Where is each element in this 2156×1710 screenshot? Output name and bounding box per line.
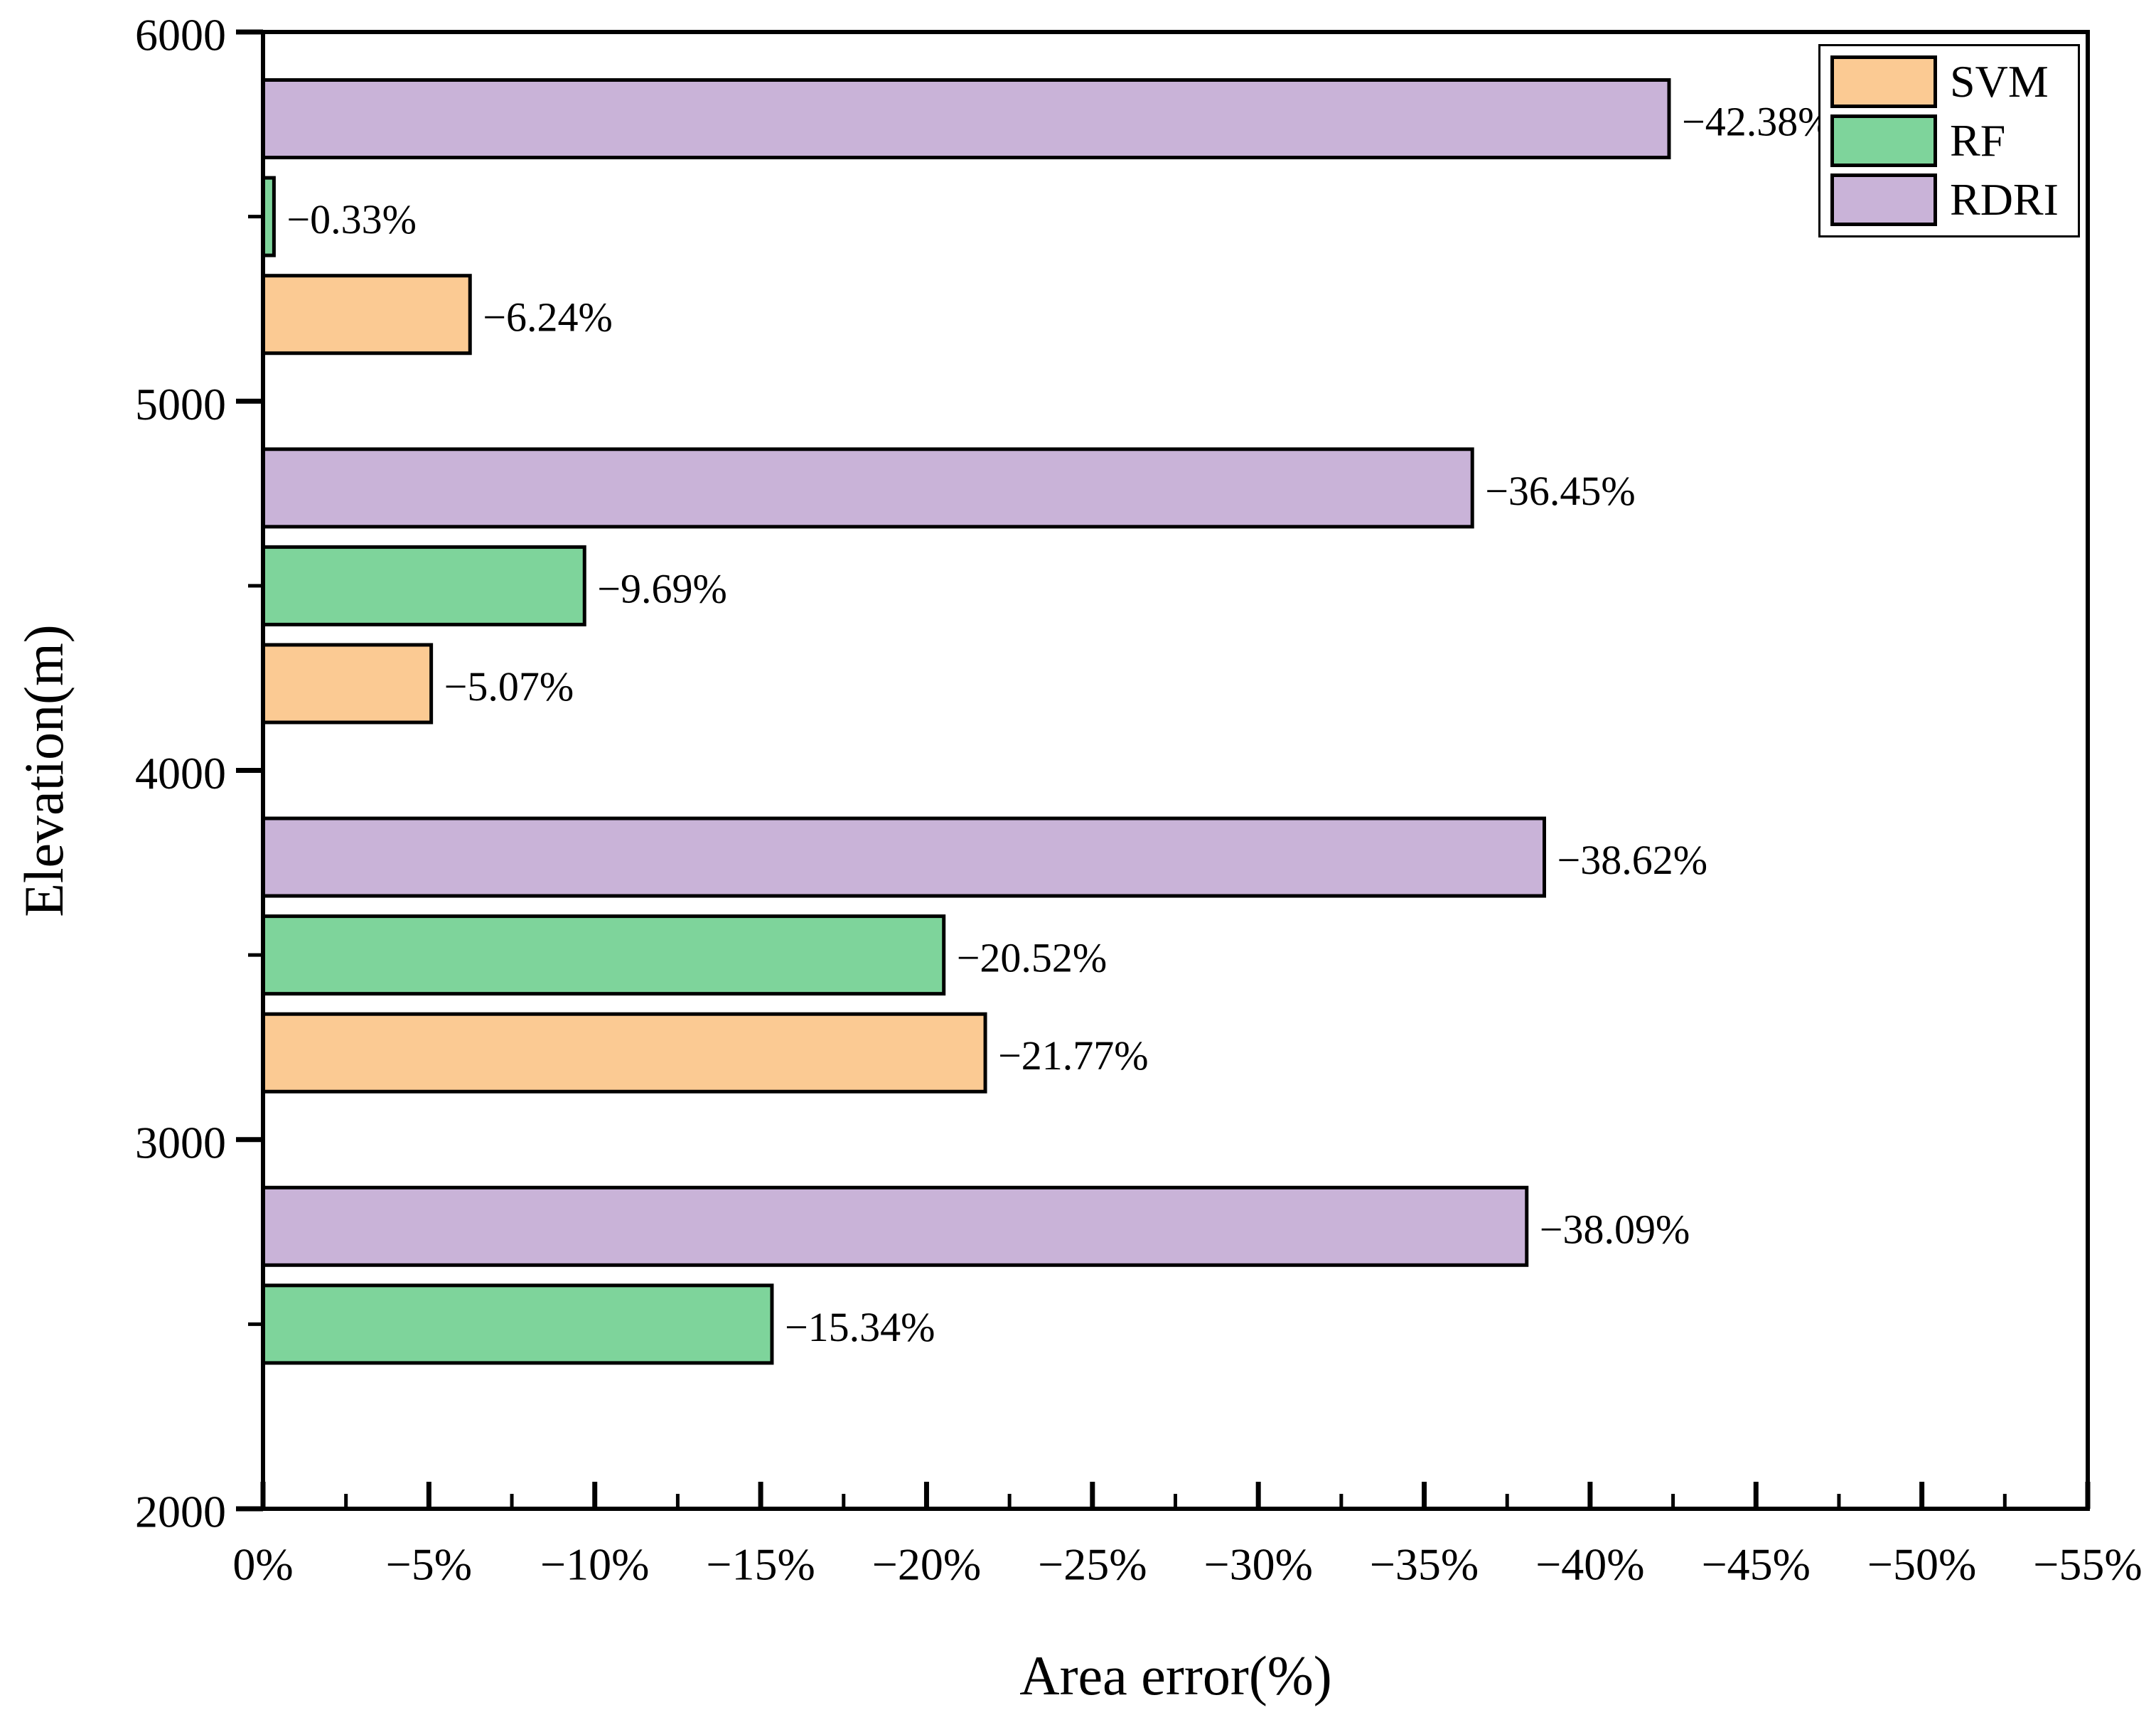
- bar-svm-3500: [261, 1012, 987, 1094]
- legend-label-svm: SVM: [1950, 56, 2049, 107]
- legend-item-svm: SVM: [1830, 53, 2078, 110]
- y-tick-label: 5000: [135, 379, 226, 429]
- bar-rf-3500: [261, 914, 946, 996]
- x-tick-label: 0%: [232, 1539, 293, 1590]
- y-tick-label: 2000: [135, 1487, 226, 1537]
- legend-label-rf: RF: [1950, 115, 2006, 166]
- y-tick-label: 4000: [135, 748, 226, 798]
- bar-value-label: −9.69%: [597, 565, 727, 611]
- bar-value-label: −5.07%: [444, 663, 574, 710]
- legend: SVM RF RDRI: [1818, 44, 2080, 237]
- bar-rdri-2500: [261, 1185, 1529, 1267]
- x-tick-label: −55%: [2033, 1539, 2142, 1590]
- plot-frame: [261, 30, 2090, 1511]
- x-tick-label: −35%: [1370, 1539, 1479, 1590]
- bar-svm-4500: [261, 643, 434, 725]
- bar-value-label: −0.33%: [286, 196, 417, 242]
- x-tick-label: −45%: [1702, 1539, 1811, 1590]
- legend-item-rf: RF: [1830, 112, 2078, 169]
- bar-svm-5500: [261, 274, 472, 356]
- bar-value-label: −36.45%: [1485, 468, 1636, 514]
- bar-value-label: −20.52%: [957, 935, 1108, 981]
- legend-swatch-rdri: [1830, 173, 1937, 226]
- y-axis-title: Elevation(m): [13, 624, 75, 917]
- legend-label-rdri: RDRI: [1950, 174, 2059, 225]
- x-tick-label: −40%: [1535, 1539, 1644, 1590]
- legend-swatch-svm: [1830, 55, 1937, 108]
- legend-swatch-rf: [1830, 114, 1937, 167]
- y-tick-label: 3000: [135, 1117, 226, 1167]
- bar-value-label: −38.09%: [1540, 1206, 1690, 1252]
- bar-value-label: −15.34%: [785, 1304, 935, 1350]
- x-tick-label: −5%: [386, 1539, 472, 1590]
- x-tick-label: −50%: [1867, 1539, 1976, 1590]
- bar-rdri-5500: [261, 78, 1671, 160]
- bar-value-label: −42.38%: [1682, 99, 1833, 145]
- bar-rdri-4500: [261, 447, 1474, 529]
- bar-rdri-3500: [261, 816, 1547, 898]
- x-tick-label: −10%: [540, 1539, 649, 1590]
- bar-value-label: −21.77%: [998, 1032, 1149, 1079]
- x-tick-label: −30%: [1203, 1539, 1312, 1590]
- x-tick-label: −20%: [872, 1539, 981, 1590]
- x-tick-label: −25%: [1038, 1539, 1147, 1590]
- bar-value-label: −38.62%: [1557, 837, 1708, 883]
- x-axis-title: Area error(%): [1019, 1645, 1332, 1706]
- bar-rf-2500: [261, 1283, 774, 1365]
- x-tick-label: −15%: [706, 1539, 815, 1590]
- bar-value-label: −6.24%: [483, 294, 613, 341]
- y-tick-label: 6000: [135, 10, 226, 60]
- legend-item-rdri: RDRI: [1830, 171, 2078, 228]
- bar-rf-4500: [261, 545, 586, 626]
